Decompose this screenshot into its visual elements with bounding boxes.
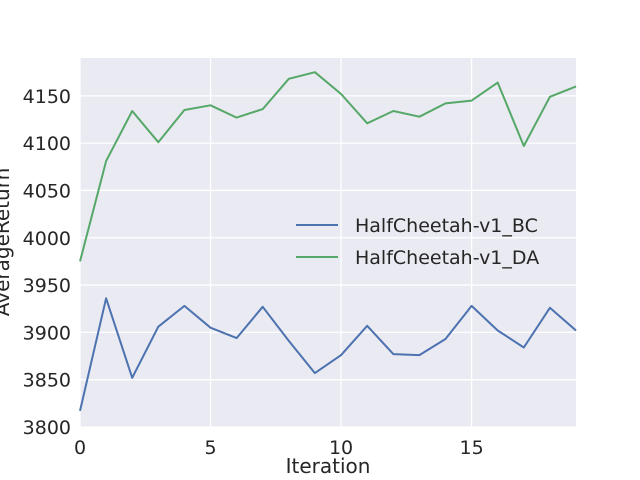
series-line-1 xyxy=(79,297,577,412)
x-axis-label: Iteration xyxy=(286,454,371,478)
x-tick-labels: 0 5 10 15 xyxy=(74,437,484,459)
legend: HalfCheetah-v1_BC HalfCheetah-v1_DA xyxy=(296,215,539,269)
x-tick-label: 10 xyxy=(329,437,353,459)
legend-label-2: HalfCheetah-v1_DA xyxy=(355,247,539,269)
y-tick-label: 3800 xyxy=(23,417,71,439)
series-lines xyxy=(79,71,577,412)
y-tick-label: 4150 xyxy=(23,86,71,108)
y-tick-label: 4100 xyxy=(23,133,71,155)
y-tick-labels: 3800 3850 3900 3950 4000 4050 4100 4150 xyxy=(23,86,71,439)
y-tick-label: 3950 xyxy=(23,275,71,297)
legend-label-1: HalfCheetah-v1_BC xyxy=(355,215,538,237)
y-tick-label: 3850 xyxy=(23,370,71,392)
y-tick-label: 4000 xyxy=(23,228,71,250)
grid xyxy=(79,58,576,428)
y-axis-label: AverageReturn xyxy=(0,168,14,317)
x-tick-label: 5 xyxy=(204,437,216,459)
y-tick-label: 3900 xyxy=(23,322,71,344)
plot-background xyxy=(80,58,576,427)
series-line-2 xyxy=(79,71,577,262)
x-tick-label: 15 xyxy=(459,437,483,459)
y-tick-label: 4050 xyxy=(23,180,71,202)
x-tick-label: 0 xyxy=(74,437,86,459)
